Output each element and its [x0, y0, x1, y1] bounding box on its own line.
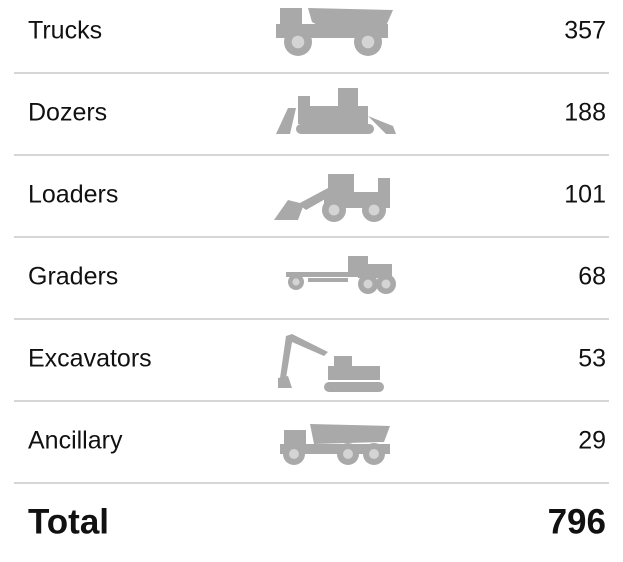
row-count: 29	[578, 427, 606, 455]
row-label: Loaders	[28, 181, 118, 209]
total-label: Total	[28, 502, 109, 541]
row-count: 53	[578, 345, 606, 373]
total-count: 796	[548, 502, 606, 541]
row-count: 357	[564, 17, 606, 45]
equipment-icon	[278, 334, 384, 392]
row-count: 101	[564, 181, 606, 209]
row-count: 68	[578, 263, 606, 291]
row-count: 188	[564, 99, 606, 127]
row-label: Trucks	[28, 17, 102, 45]
row-label: Excavators	[28, 345, 152, 373]
equipment-icon	[274, 174, 390, 222]
row-label: Graders	[28, 263, 118, 291]
equipment-icon	[276, 8, 393, 56]
row-label: Ancillary	[28, 427, 123, 455]
equipment-icon	[280, 424, 390, 465]
equipment-icon	[286, 256, 396, 294]
row-label: Dozers	[28, 99, 107, 127]
equipment-icon	[276, 88, 396, 134]
